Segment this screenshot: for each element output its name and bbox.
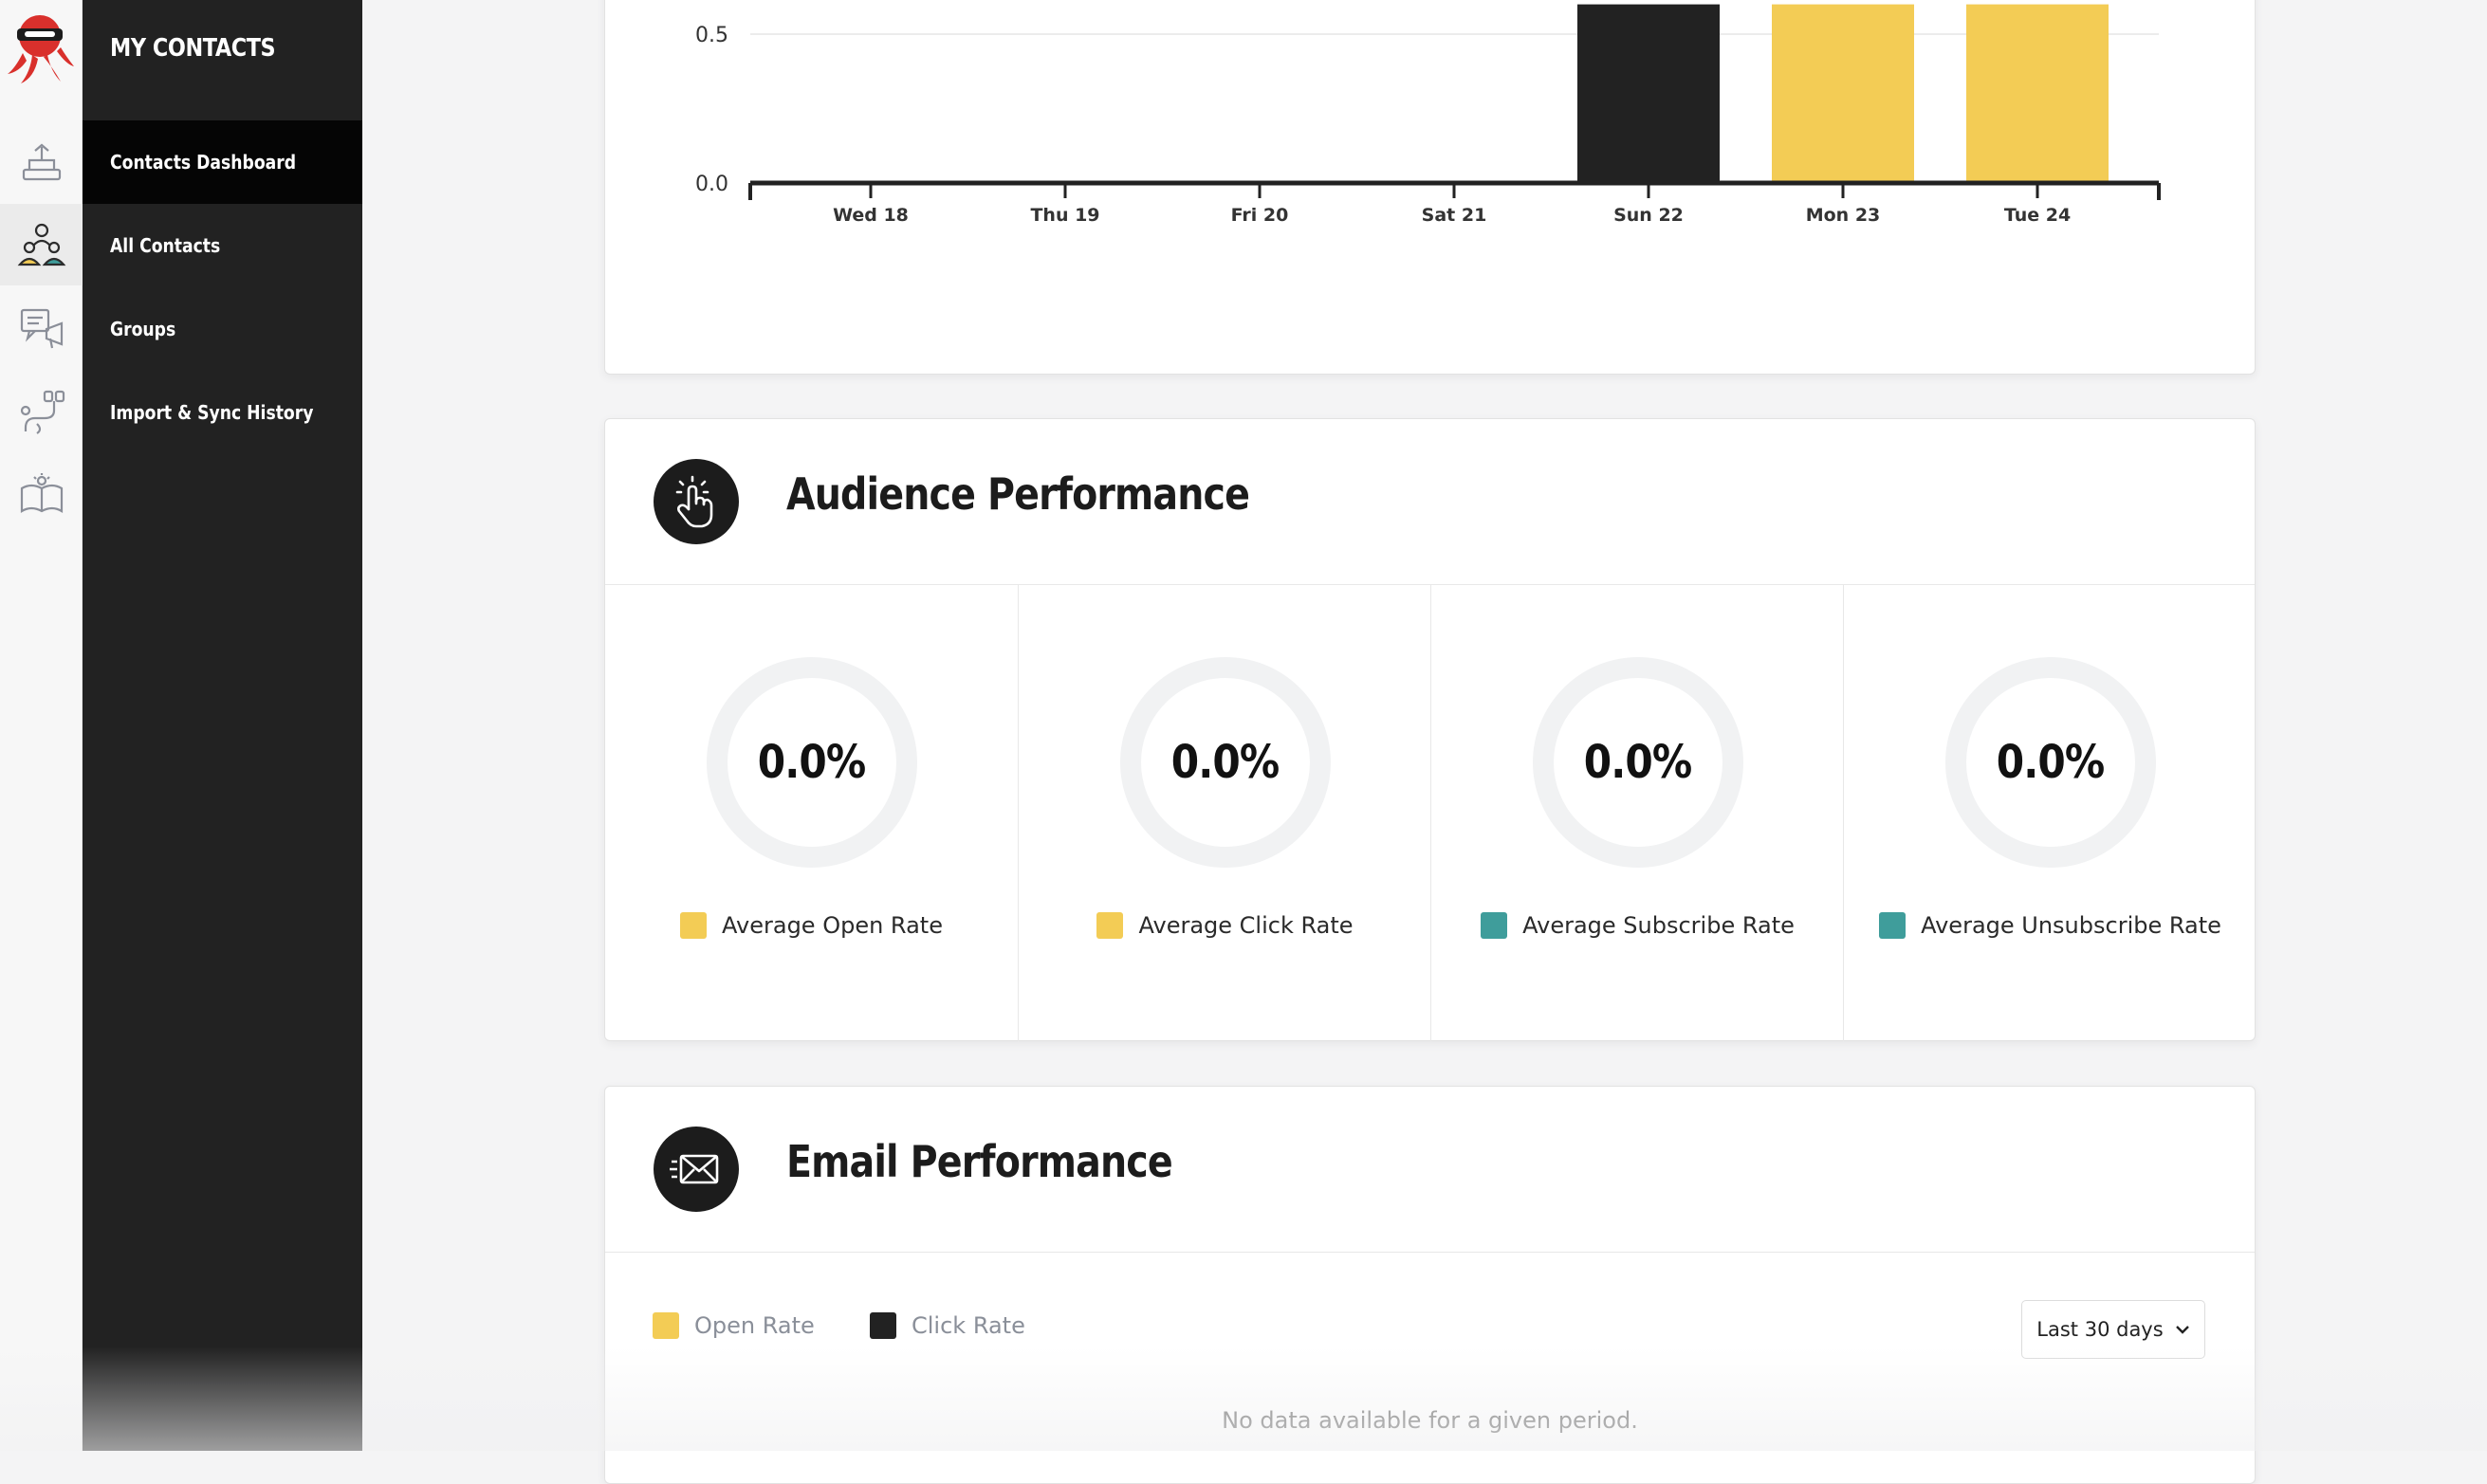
x-tick-label: Tue 24 [2004,205,2071,226]
nav-label: All Contacts [110,234,221,257]
automation-icon [20,390,64,434]
donut-ring [707,657,917,868]
x-tick-label: Thu 19 [1030,205,1099,226]
email-icon-badge [654,1127,739,1212]
nav-label: Contacts Dashboard [110,151,297,174]
legend-swatch [870,1312,896,1339]
metric-label: Average Click Rate [1019,912,1431,939]
brand-logo-icon[interactable] [6,11,74,85]
metric-value: 0.0% [1584,736,1693,789]
metric-value: 0.0% [1997,736,2106,789]
metric-subscribe-rate: 0.0% Average Subscribe Rate [1430,585,1843,1041]
x-tick-label: Mon 23 [1806,205,1881,226]
donut-ring [1945,657,2156,868]
contacts-sidenav: MY CONTACTS Contacts Dashboard All Conta… [83,0,362,1451]
chevron-down-icon [2175,1326,2189,1334]
audience-icon-badge [654,459,739,544]
audience-performance-card: Audience Performance 0.0% Average Open R… [604,418,2256,1041]
bar [1966,4,2109,183]
email-card-header: Email Performance [605,1087,2255,1253]
metric-label: Average Open Rate [605,912,1018,939]
metric-click-rate: 0.0% Average Click Rate [1018,585,1430,1041]
metric-label-text: Average Click Rate [1138,912,1354,939]
nav-label: Import & Sync History [110,401,314,424]
x-tick-label: Fri 20 [1231,205,1289,226]
y-tick-label: 0.0 [695,173,728,196]
legend-swatch [1481,912,1508,939]
icon-rail [0,0,83,1451]
rail-learning[interactable] [0,454,83,536]
empty-state-message: No data available for a given period. [1222,1407,1638,1434]
rail-campaigns[interactable] [0,120,83,202]
metric-label-text: Average Subscribe Rate [1522,912,1795,939]
legend-label: Click Rate [912,1312,1025,1339]
marketing-icon [20,308,63,349]
rail-automation[interactable] [0,371,83,452]
click-hand-icon [675,475,713,528]
sidenav-title: MY CONTACTS [110,34,276,63]
bar [1577,4,1720,183]
donut-ring [1533,657,1743,868]
legend-swatch [1879,912,1907,939]
audience-title: Audience Performance [786,468,1250,520]
rail-contacts[interactable] [0,204,83,285]
envelope-icon [670,1154,719,1184]
metric-unsubscribe-rate: 0.0% Average Unsubscribe Rate [1843,585,2256,1041]
legend-swatch [1096,912,1124,939]
legend-swatch [653,1312,679,1339]
x-tick-label: Wed 18 [833,205,909,226]
contacts-chart-card: 0.0 0.5 Wed 18 Thu 19 Fri 20 Sat 21 Sun 22 Mon … [604,0,2256,375]
metric-label: Average Unsubscribe Rate [1844,912,2257,939]
learning-book-icon [20,473,63,513]
nav-label: Groups [110,318,176,340]
metric-value: 0.0% [758,736,867,789]
period-select[interactable]: Last 30 days [2021,1300,2205,1359]
bar [1772,4,1914,183]
metric-label-text: Average Open Rate [722,912,943,939]
email-title: Email Performance [786,1136,1173,1187]
legend-swatch [680,912,708,939]
x-tick-label: Sat 21 [1422,205,1487,226]
y-tick-label: 0.5 [695,24,728,47]
period-select-value: Last 30 days [2036,1318,2164,1341]
campaigns-icon [22,143,61,181]
nav-groups[interactable]: Groups [83,287,362,371]
legend-open-rate[interactable]: Open Rate [653,1312,815,1339]
audience-card-header: Audience Performance [605,419,2255,585]
donut-ring [1120,657,1331,868]
nav-all-contacts[interactable]: All Contacts [83,204,362,287]
nav-contacts-dashboard[interactable]: Contacts Dashboard [83,120,362,204]
legend-label: Open Rate [694,1312,815,1339]
metric-label: Average Subscribe Rate [1431,912,1844,939]
legend-click-rate[interactable]: Click Rate [870,1312,1025,1339]
contacts-people-icon [17,223,65,266]
metric-label-text: Average Unsubscribe Rate [1921,912,2221,939]
metric-open-rate: 0.0% Average Open Rate [605,585,1018,1041]
nav-import-sync-history[interactable]: Import & Sync History [83,371,362,454]
x-tick-label: Sun 22 [1613,205,1684,226]
contacts-bar-chart: 0.0 0.5 Wed 18 Thu 19 Fri 20 Sat 21 Sun 22 Mon … [695,4,2161,226]
metric-value: 0.0% [1171,736,1280,789]
rail-marketing[interactable] [0,287,83,369]
